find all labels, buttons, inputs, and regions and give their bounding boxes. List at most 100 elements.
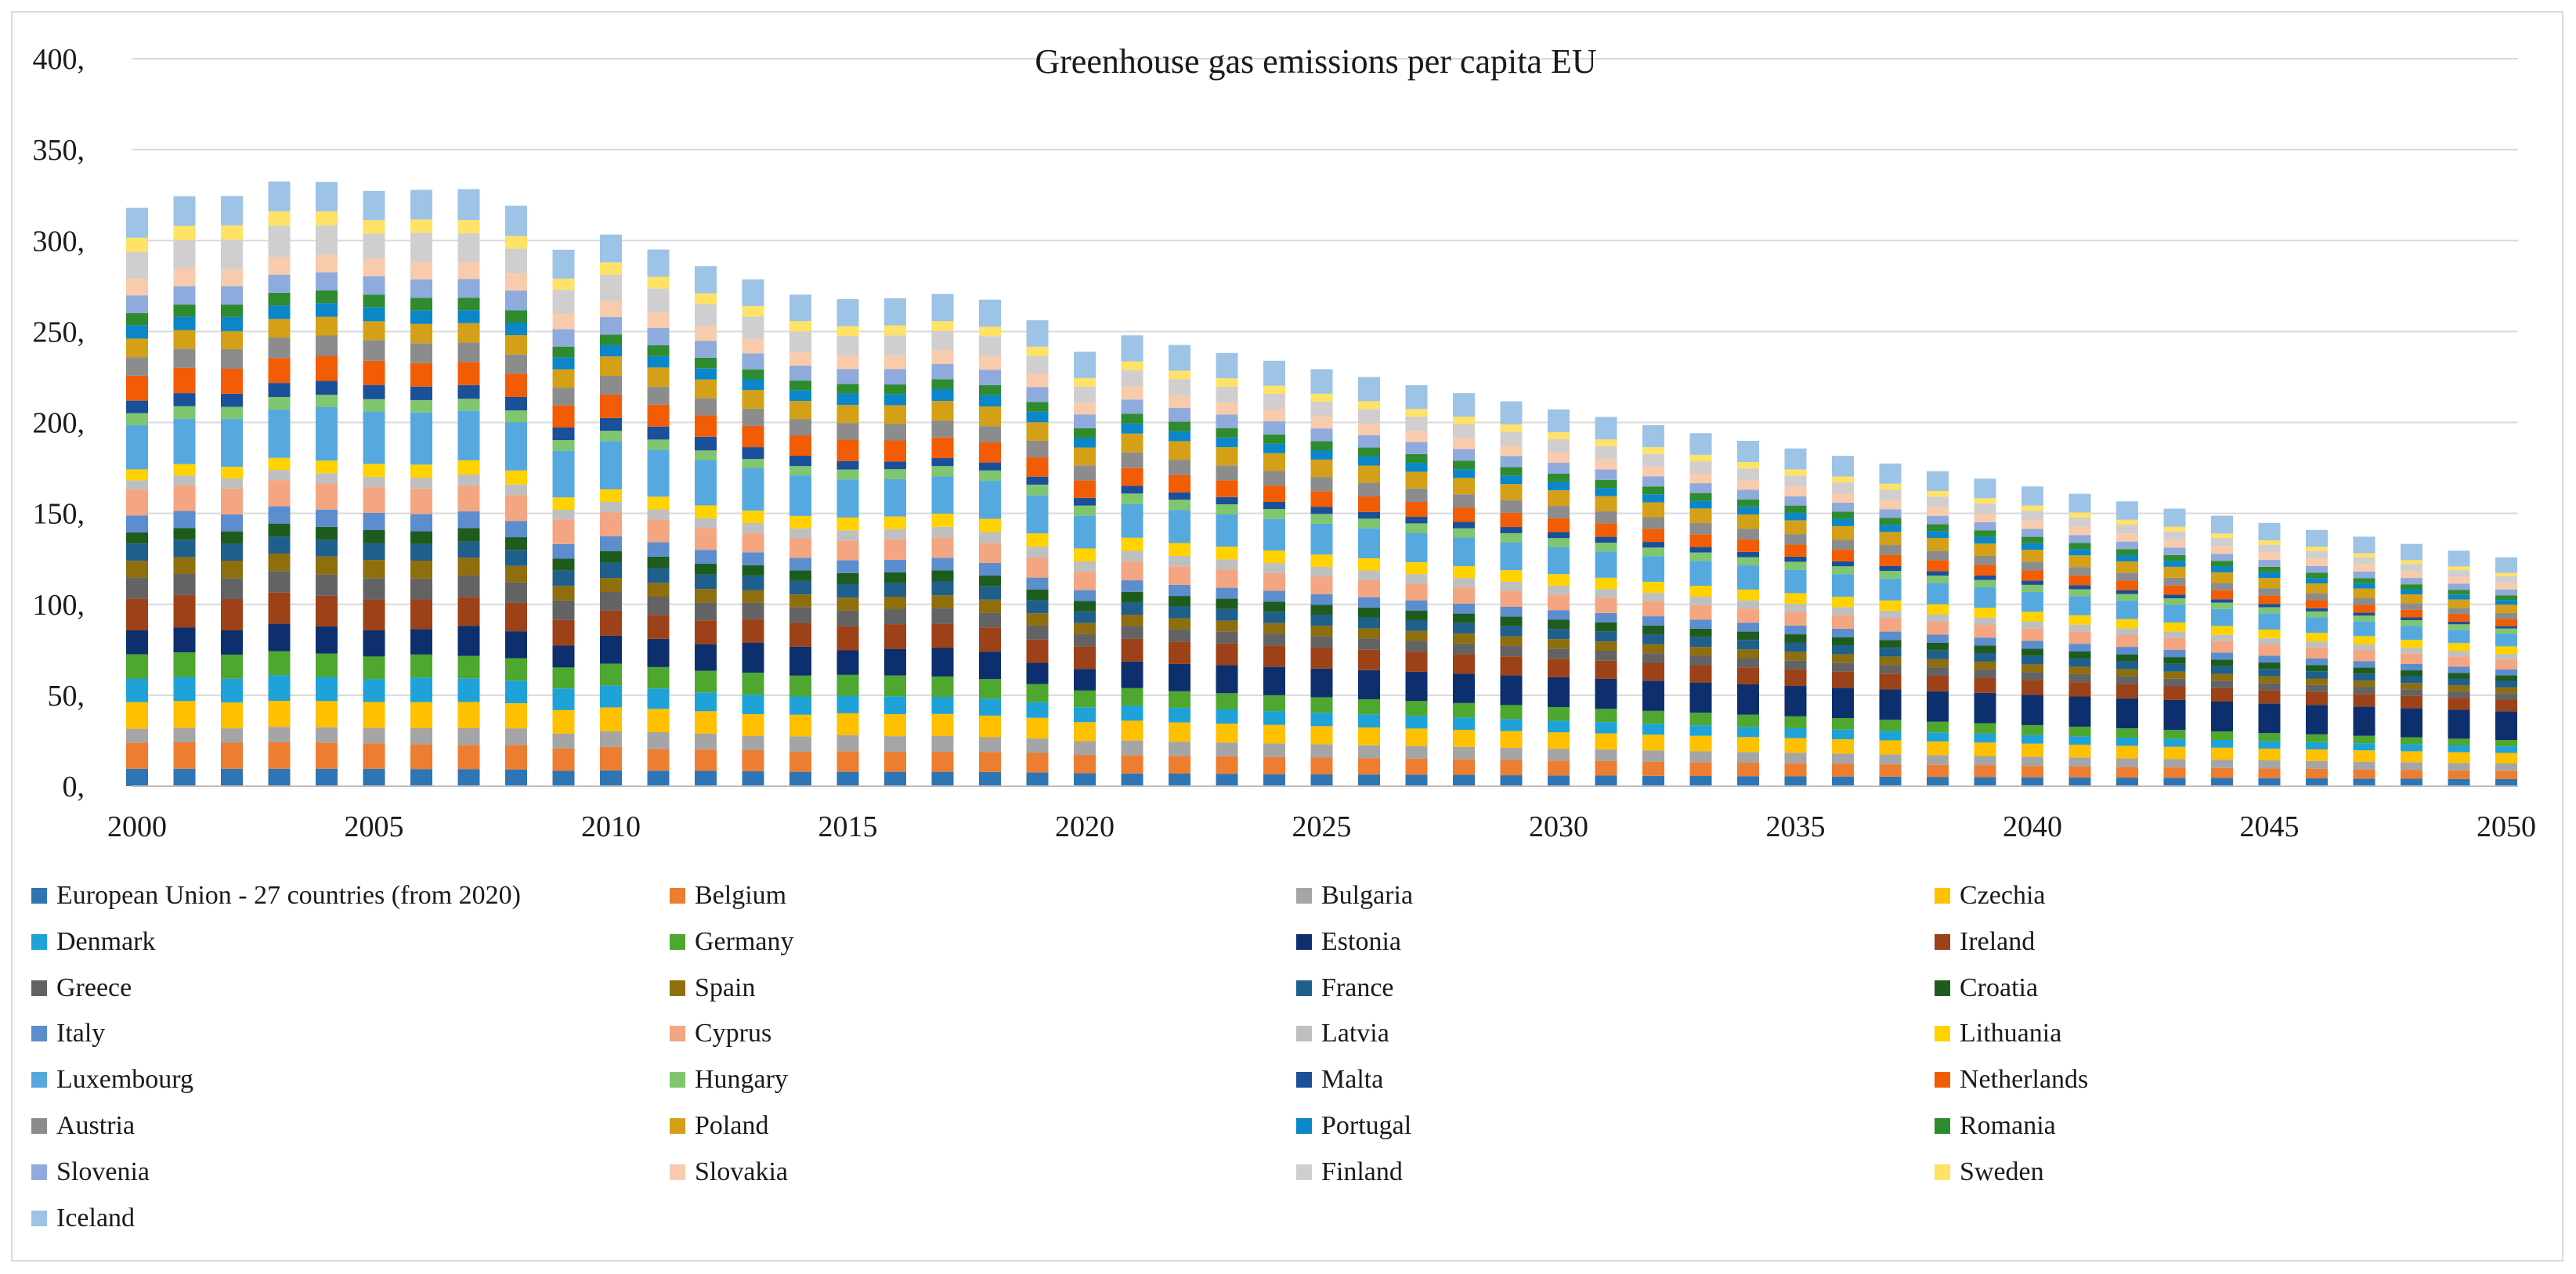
bar-segment (789, 401, 811, 420)
bar-segment (2401, 778, 2422, 786)
bar-segment (2211, 778, 2233, 786)
bar-segment (1595, 612, 1617, 623)
bar-segment (1784, 512, 1807, 521)
bar-segment (1405, 523, 1428, 533)
bar-segment (2163, 566, 2186, 578)
bar-segment (505, 273, 527, 291)
bar-segment (268, 181, 291, 211)
bar-segment (2116, 758, 2138, 767)
bar-segment (2116, 647, 2138, 655)
bar-segment (2068, 658, 2091, 667)
bar-segment (1453, 537, 1475, 566)
bar-stack-2028 (1453, 393, 1475, 786)
bar-segment (126, 279, 148, 296)
bar-segment (1642, 662, 1664, 681)
bar-segment (363, 656, 385, 680)
bar-segment (1500, 467, 1523, 476)
bar-segment (1358, 617, 1380, 629)
bar-segment (789, 294, 811, 322)
legend-item: Portugal (1296, 1106, 1411, 1146)
bar-segment (1405, 532, 1428, 562)
bar-segment (600, 394, 622, 418)
bar-segment (268, 651, 291, 676)
bar-segment (1832, 662, 1854, 672)
bar-segment (316, 595, 338, 626)
bar-segment (1642, 634, 1664, 644)
bar-stack-2017 (931, 294, 954, 786)
legend-label: Spain (695, 973, 756, 1002)
bar-segment (2448, 709, 2470, 739)
bar-segment (2163, 637, 2186, 650)
legend-item: Austria (31, 1106, 135, 1146)
legend-swatch (670, 1072, 685, 1088)
bar-segment (1974, 522, 1996, 531)
bar-segment (1689, 454, 1712, 462)
bar-segment (1263, 756, 1285, 774)
bar-segment (695, 436, 717, 451)
legend-item: Romania (1935, 1106, 2056, 1146)
bar-segment (979, 355, 1001, 370)
bar-segment (1405, 453, 1428, 464)
bar-segment (742, 447, 764, 460)
bar-segment (1216, 559, 1238, 570)
bar-segment (979, 679, 1001, 699)
bar-segment (173, 464, 196, 476)
bar-segment (1548, 677, 1570, 707)
bar-segment (552, 249, 575, 279)
bar-segment (2116, 676, 2138, 684)
bar-segment (2495, 687, 2517, 694)
bar-segment (1074, 690, 1096, 708)
legend-label: Estonia (1321, 926, 1401, 956)
bar-segment (2116, 628, 2138, 636)
bar-segment (410, 386, 432, 400)
bar-segment (2306, 611, 2328, 618)
bar-segment (363, 464, 385, 477)
bar-segment (1737, 667, 1759, 684)
bar-segment (1879, 764, 1902, 777)
bar-segment (1500, 581, 1523, 591)
bar-segment (173, 348, 196, 368)
bar-stack-2033 (1689, 433, 1712, 786)
bar-segment (1974, 733, 1996, 743)
bar-segment (1974, 652, 1996, 662)
bar-segment (789, 771, 811, 786)
bar-segment (2211, 533, 2233, 538)
bar-segment (1832, 566, 1854, 575)
bar-segment (2163, 686, 2186, 700)
bar-segment (742, 576, 764, 590)
bar-segment (1453, 528, 1475, 538)
bar-segment (2258, 676, 2281, 684)
bar-segment (1216, 598, 1238, 609)
bar-segment (1453, 424, 1475, 439)
bar-segment (1453, 494, 1475, 507)
bar-segment (931, 581, 954, 596)
bar-segment (1026, 558, 1049, 578)
bar-segment (789, 607, 811, 623)
bar-segment (1216, 742, 1238, 756)
bar-segment (1832, 540, 1854, 550)
bar-segment (884, 478, 906, 517)
bar-segment (789, 528, 811, 539)
bar-stack-2024 (1263, 360, 1285, 786)
bar-segment (173, 528, 196, 540)
bar-segment (2021, 695, 2043, 725)
bar-segment (695, 733, 717, 750)
bar-segment (2163, 547, 2186, 555)
bar-segment (1500, 731, 1523, 748)
bar-segment (457, 769, 480, 786)
legend-swatch (670, 933, 685, 950)
bar-segment (2116, 728, 2138, 738)
bar-segment (2021, 505, 2043, 511)
bar-segment (2068, 555, 2091, 568)
bar-segment (600, 274, 622, 301)
bar-segment (410, 233, 432, 262)
bar-segment (316, 254, 338, 272)
bar-segment (1974, 565, 1996, 576)
legend-swatch (1935, 1026, 1950, 1042)
bar-segment (2306, 641, 2328, 648)
bar-segment (1784, 686, 1807, 716)
bar-segment (126, 325, 148, 339)
bar-segment (1026, 772, 1049, 786)
bar-segment (1358, 638, 1380, 650)
bar-segment (884, 335, 906, 355)
